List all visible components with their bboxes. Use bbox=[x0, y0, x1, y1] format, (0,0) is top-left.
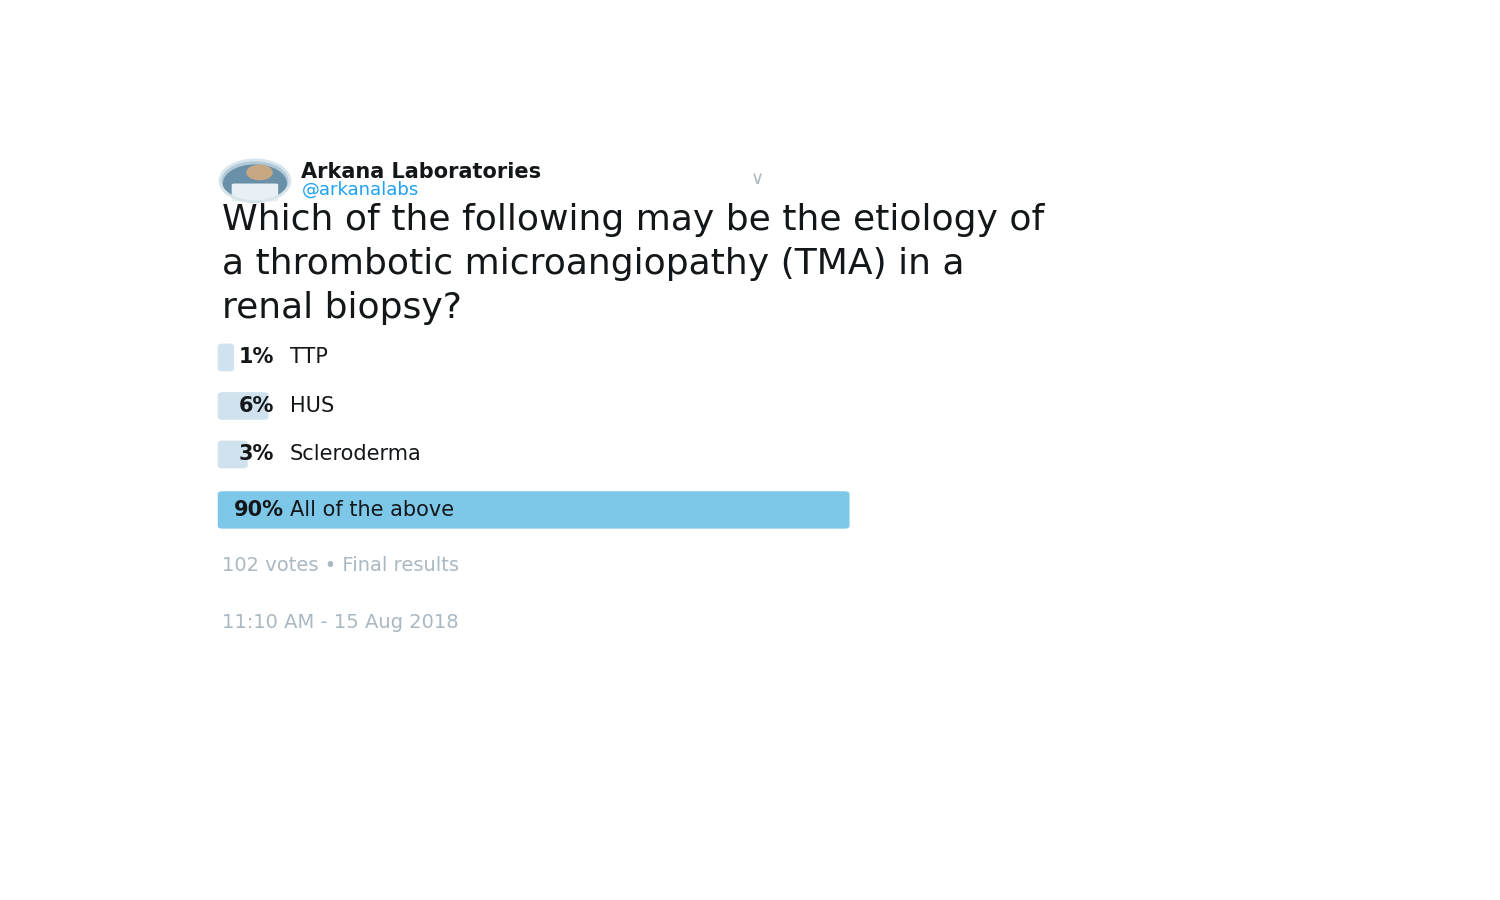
Text: 6%: 6% bbox=[238, 396, 274, 416]
Text: a thrombotic microangiopathy (TMA) in a: a thrombotic microangiopathy (TMA) in a bbox=[222, 247, 964, 281]
Text: 102 votes • Final results: 102 votes • Final results bbox=[222, 556, 459, 575]
Text: TTP: TTP bbox=[290, 347, 327, 367]
Text: 3%: 3% bbox=[238, 445, 274, 464]
Text: 11:10 AM - 15 Aug 2018: 11:10 AM - 15 Aug 2018 bbox=[222, 613, 459, 632]
FancyBboxPatch shape bbox=[217, 344, 234, 372]
Circle shape bbox=[224, 165, 286, 202]
Text: 90%: 90% bbox=[234, 500, 284, 520]
FancyBboxPatch shape bbox=[217, 491, 849, 528]
Circle shape bbox=[246, 165, 273, 180]
Text: 1%: 1% bbox=[238, 347, 274, 367]
Text: HUS: HUS bbox=[290, 396, 334, 416]
Text: All of the above: All of the above bbox=[290, 500, 454, 520]
FancyBboxPatch shape bbox=[231, 184, 278, 202]
Text: Which of the following may be the etiology of: Which of the following may be the etiolo… bbox=[222, 203, 1044, 238]
FancyBboxPatch shape bbox=[217, 392, 268, 419]
Text: @arkanalabs: @arkanalabs bbox=[302, 181, 418, 199]
FancyBboxPatch shape bbox=[217, 441, 248, 468]
Text: renal biopsy?: renal biopsy? bbox=[222, 291, 462, 325]
Circle shape bbox=[220, 160, 290, 202]
Text: Arkana Laboratories: Arkana Laboratories bbox=[302, 162, 542, 182]
Text: Scleroderma: Scleroderma bbox=[290, 445, 422, 464]
Text: ∨: ∨ bbox=[750, 170, 764, 188]
